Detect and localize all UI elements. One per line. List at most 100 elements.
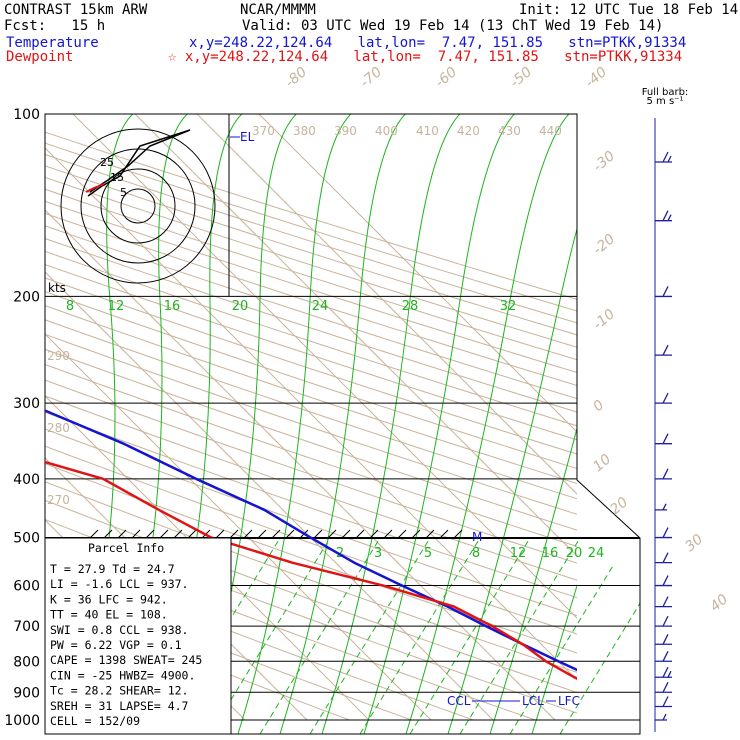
lfc-label: LFC xyxy=(558,694,580,708)
wind-barb xyxy=(655,615,672,627)
wind-barb xyxy=(655,392,672,404)
mixing-ratio-label: 20 xyxy=(566,546,583,561)
isotherm-line xyxy=(196,114,577,495)
hodograph-ring xyxy=(120,188,156,224)
wind-barb xyxy=(655,633,672,645)
isotherm-label: -40 xyxy=(582,64,610,91)
dry-adiabat xyxy=(45,305,577,485)
mixing-ratio-line xyxy=(359,538,481,734)
tropopause-hatch xyxy=(439,529,449,539)
mixing-ratio-label: 24 xyxy=(312,299,329,314)
isotherm-line xyxy=(258,114,577,433)
tropopause-hatch xyxy=(425,529,435,539)
wind-barb xyxy=(655,575,672,587)
init-time: Init: 12 UTC Tue 18 Feb 14 xyxy=(519,2,739,18)
isotherm-label: -20 xyxy=(590,231,618,258)
mixing-ratio-line xyxy=(509,538,631,734)
isotherm-label: -10 xyxy=(590,306,618,333)
dewpoint-legend: Dewpoint xyxy=(6,49,74,65)
tropopause-hatch xyxy=(411,529,421,539)
tropopause-hatch xyxy=(383,529,393,539)
tropopause-hatch xyxy=(257,529,267,539)
pressure-tick-label: 1000 xyxy=(4,713,40,729)
tropopause-hatch xyxy=(313,529,323,539)
mixing-ratio-label: 32 xyxy=(500,299,517,314)
dry-adiabat xyxy=(45,188,577,361)
isotherm-label: -30 xyxy=(590,148,618,175)
dry-adiabat xyxy=(45,264,577,441)
theta-label: 270 xyxy=(47,493,70,507)
wind-barb xyxy=(655,527,672,539)
mixing-ratio-label: 28 xyxy=(402,299,419,314)
pressure-tick-label: 300 xyxy=(13,396,40,412)
moist-adiabat xyxy=(279,114,450,734)
temperature-legend: Temperature xyxy=(6,35,99,51)
isotherm-line xyxy=(45,271,494,721)
moist-adiabat xyxy=(237,114,398,734)
dry-adiabat xyxy=(45,212,577,387)
dry-adiabat xyxy=(45,348,577,531)
hodograph-ring xyxy=(60,128,216,284)
tropopause-hatch xyxy=(187,529,197,539)
mixing-ratio-label: 16 xyxy=(164,299,181,314)
parcel-info-row: CIN = -25 HWBZ= 4900. xyxy=(50,668,195,682)
lcl-label: LCL xyxy=(522,694,544,708)
dry-adiabat xyxy=(45,428,577,617)
theta-label: 430 xyxy=(498,124,521,138)
mixing-ratio-label: 20 xyxy=(232,299,249,314)
forecast-hour: Fcst: 15 h xyxy=(4,18,106,34)
moist-adiabat xyxy=(531,584,577,734)
theta-label: 400 xyxy=(375,124,398,138)
tropopause-hatch xyxy=(173,529,183,539)
mixing-ratio-line xyxy=(209,538,331,734)
valid-time: Valid: 03 UTC Wed 19 Feb 14 (13 ChT Wed … xyxy=(242,18,664,34)
dry-adiabat xyxy=(45,481,577,673)
parcel-info-title: Parcel Info xyxy=(88,541,164,555)
pressure-tick-label: 600 xyxy=(13,579,40,595)
wind-barb xyxy=(655,344,672,356)
hodograph-ring xyxy=(100,168,176,244)
dry-adiabat xyxy=(45,238,577,413)
isotherm-line xyxy=(45,147,577,681)
dry-adiabat xyxy=(45,319,577,500)
dewpoint-profile xyxy=(45,460,577,680)
dry-adiabat xyxy=(45,225,577,400)
mixing-ratio-line xyxy=(259,538,381,734)
parcel-info-row: K = 36 LFC = 942. xyxy=(50,592,168,606)
wind-barb xyxy=(655,713,667,721)
parcel-info-row: LI = -1.6 LCL = 937. xyxy=(50,577,188,591)
tropopause-hatch xyxy=(103,529,113,539)
moist-adiabat xyxy=(321,114,502,734)
tropopause-hatch xyxy=(117,529,127,539)
wind-barb xyxy=(655,666,672,678)
isotherm-label: 40 xyxy=(707,591,731,615)
isotherm-label: 10 xyxy=(590,451,614,475)
dry-adiabat xyxy=(45,411,577,599)
hodograph-ring-label: 5 xyxy=(120,186,127,199)
theta-label: 290 xyxy=(47,349,70,363)
dry-adiabat xyxy=(45,579,412,721)
parcel-info-row: SREH = 31 LAPSE= 4.7 xyxy=(50,699,189,713)
parcel-info-row: T = 27.9 Td = 24.7 xyxy=(50,562,175,576)
wind-barb xyxy=(655,503,667,511)
theta-label: 420 xyxy=(457,124,480,138)
wind-barb xyxy=(655,151,672,163)
wind-barb xyxy=(655,433,672,445)
parcel-info-box xyxy=(44,537,232,735)
hodograph-trace xyxy=(87,129,191,197)
mixing-ratio-label: 5 xyxy=(424,546,432,561)
wind-barb xyxy=(655,696,672,708)
dry-adiabat xyxy=(45,601,350,721)
tropopause-hatch xyxy=(159,529,169,539)
tropopause-hatch xyxy=(369,529,379,539)
theta-label: 370 xyxy=(252,124,275,138)
mixing-ratio-label: 24 xyxy=(588,546,605,561)
mixing-ratio-label: 16 xyxy=(542,546,559,561)
dry-adiabat xyxy=(45,379,577,564)
isotherm-label: -60 xyxy=(432,64,460,91)
pressure-tick-label: 200 xyxy=(13,289,40,305)
mixing-ratio-line xyxy=(459,538,581,734)
theta-label: 410 xyxy=(416,124,439,138)
mixing-ratio-line xyxy=(409,538,531,734)
